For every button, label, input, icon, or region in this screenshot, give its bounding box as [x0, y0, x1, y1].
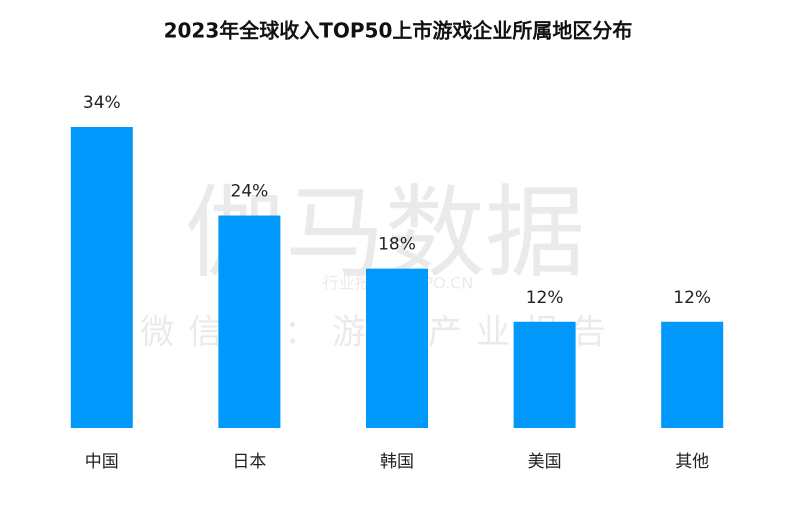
value-label: 34% — [83, 93, 121, 113]
bar — [70, 127, 133, 428]
x-tick-label: 日本 — [232, 452, 266, 472]
x-tick-label: 其他 — [675, 452, 709, 472]
bar — [661, 321, 724, 428]
value-label: 12% — [673, 288, 711, 308]
bar — [366, 268, 428, 428]
x-tick-label: 美国 — [528, 452, 562, 472]
chart-title: 2023年全球收入TOP50上市游戏企业所属地区分布 — [164, 19, 633, 43]
bar — [513, 321, 576, 428]
x-tick-label: 中国 — [85, 452, 119, 472]
value-label: 24% — [231, 182, 269, 202]
x-tick-label: 韩国 — [380, 452, 414, 472]
bar — [218, 215, 281, 428]
value-label: 18% — [378, 235, 416, 255]
value-label: 12% — [526, 288, 564, 308]
